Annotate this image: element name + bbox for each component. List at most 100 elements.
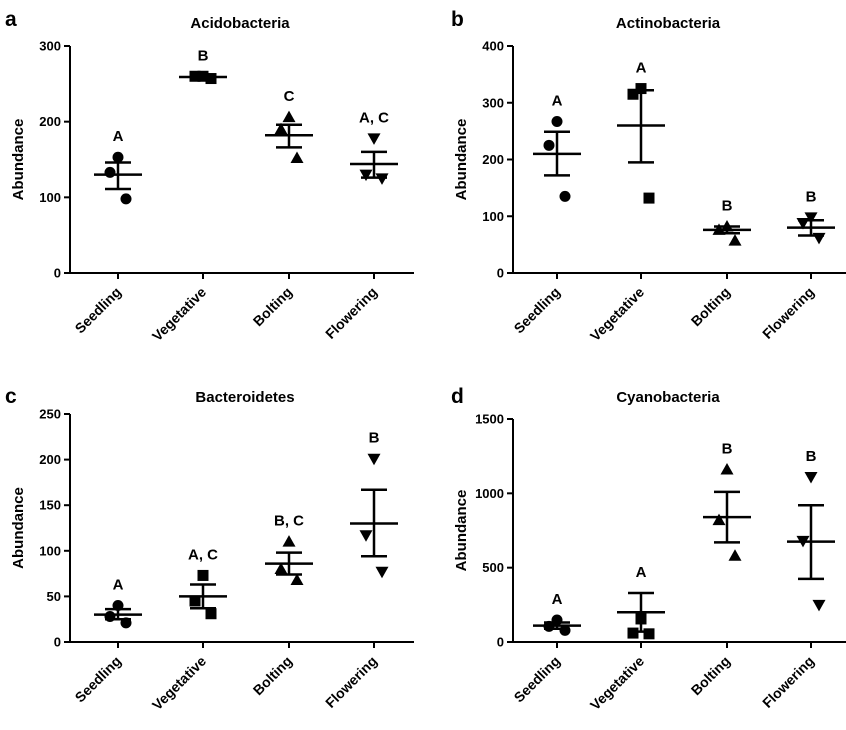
data-point [359, 169, 373, 182]
data-point [720, 463, 734, 475]
data-point [728, 549, 742, 561]
data-point [804, 471, 818, 484]
significance-letter: A, C [188, 546, 218, 563]
significance-letter: A, C [359, 109, 389, 126]
chart-title: Acidobacteria [190, 15, 290, 32]
data-point [559, 190, 571, 202]
data-point [728, 234, 742, 246]
y-tick-label: 300 [39, 39, 61, 54]
group-bolting: B [703, 197, 751, 246]
x-tick-label: Bolting [688, 284, 733, 329]
panel-a: a Acidobacteria Abundance 0 100 200 300 Seedlin… [5, 8, 414, 344]
y-axis-label: Abundance [10, 487, 27, 569]
y-tick-label: 100 [482, 209, 504, 224]
data-point [627, 88, 639, 100]
data-point [627, 627, 639, 639]
y-tick-label: 200 [39, 452, 61, 467]
panel-letter: b [451, 8, 464, 31]
y-tick-label: 100 [39, 190, 61, 205]
y-axis-label: Abundance [453, 490, 470, 572]
significance-letter: B [806, 448, 817, 465]
chart-title: Cyanobacteria [616, 389, 720, 406]
y-tick-label: 200 [482, 152, 504, 167]
data-point [635, 83, 647, 95]
significance-letter: A [113, 128, 124, 145]
group-vegetative: A, C [179, 546, 227, 620]
x-tick-label: Vegetative [149, 653, 209, 713]
group-seedling: A [94, 128, 142, 205]
data-point [290, 573, 304, 585]
y-tick-label: 300 [482, 95, 504, 110]
data-point [551, 115, 563, 127]
data-point [804, 212, 818, 224]
group-vegetative: A [617, 60, 665, 204]
group-bolting: C [265, 88, 313, 163]
data-point [712, 513, 726, 526]
group-vegetative: B [179, 47, 227, 85]
x-tick-label: Vegetative [587, 284, 647, 344]
panel-letter: d [451, 385, 464, 408]
panel-d: d Cyanobacteria Abundance 0 500 1000 1500 Seedl… [451, 385, 846, 713]
group-bolting: B [703, 441, 751, 561]
data-point [643, 192, 655, 204]
group-vegetative: A [617, 564, 665, 640]
data-point [197, 569, 209, 581]
x-tick-label: Seedling [72, 653, 125, 706]
y-tick-label: 1000 [475, 486, 504, 501]
x-tick-label: Flowering [322, 653, 380, 711]
y-tick-label: 400 [482, 39, 504, 54]
data-point [120, 193, 132, 205]
data-point [274, 562, 288, 575]
group-seedling: A [533, 591, 581, 636]
data-point [359, 530, 373, 542]
significance-letter: A [552, 591, 563, 608]
significance-letter: B, C [274, 513, 304, 530]
data-point [643, 628, 655, 640]
data-point [112, 151, 124, 163]
significance-letter: B [722, 441, 733, 458]
y-axis-label: Abundance [10, 119, 27, 201]
y-tick-label: 150 [39, 498, 61, 513]
significance-letter: A [113, 577, 124, 594]
group-seedling: A [533, 92, 581, 202]
chart-title: Bacteroidetes [195, 389, 294, 406]
x-tick-label: Flowering [322, 284, 380, 342]
x-tick-label: Flowering [759, 653, 817, 711]
panel-b: b Actinobacteria Abundance 0 100 200 300 400 See… [451, 8, 846, 344]
group-seedling: A [94, 577, 142, 629]
panel-letter: a [5, 8, 17, 31]
significance-letter: A [636, 564, 647, 581]
panel-c: c Bacteroidetes Abundance 0 50 100 150 200 250 Se… [5, 385, 414, 713]
group-flowering: B [787, 448, 835, 612]
significance-letter: B [198, 47, 209, 64]
data-point [375, 173, 389, 185]
x-tick-label: Bolting [250, 653, 295, 698]
y-tick-label: 1500 [475, 412, 504, 427]
x-tick-label: Bolting [250, 284, 295, 329]
data-point [282, 110, 296, 123]
panel-letter: c [5, 385, 17, 408]
y-tick-label: 250 [39, 407, 61, 422]
y-tick-label: 200 [39, 114, 61, 129]
data-point [375, 566, 389, 579]
chart-title: Actinobacteria [616, 15, 721, 32]
significance-letter: C [284, 88, 295, 105]
data-point [282, 535, 296, 547]
data-point [274, 122, 288, 135]
x-tick-label: Flowering [759, 284, 817, 342]
y-tick-label: 500 [482, 560, 504, 575]
y-tick-label: 0 [497, 266, 504, 281]
significance-letter: A [636, 60, 647, 77]
x-tick-label: Bolting [688, 653, 733, 698]
y-tick-label: 0 [54, 266, 61, 281]
y-tick-label: 50 [47, 589, 61, 604]
group-flowering: A, C [350, 109, 398, 185]
group-flowering: B [787, 188, 835, 245]
y-tick-label: 100 [39, 543, 61, 558]
x-tick-label: Vegetative [587, 653, 647, 713]
data-point [812, 599, 826, 612]
x-tick-label: Seedling [511, 653, 564, 706]
group-bolting: B, C [265, 513, 313, 585]
